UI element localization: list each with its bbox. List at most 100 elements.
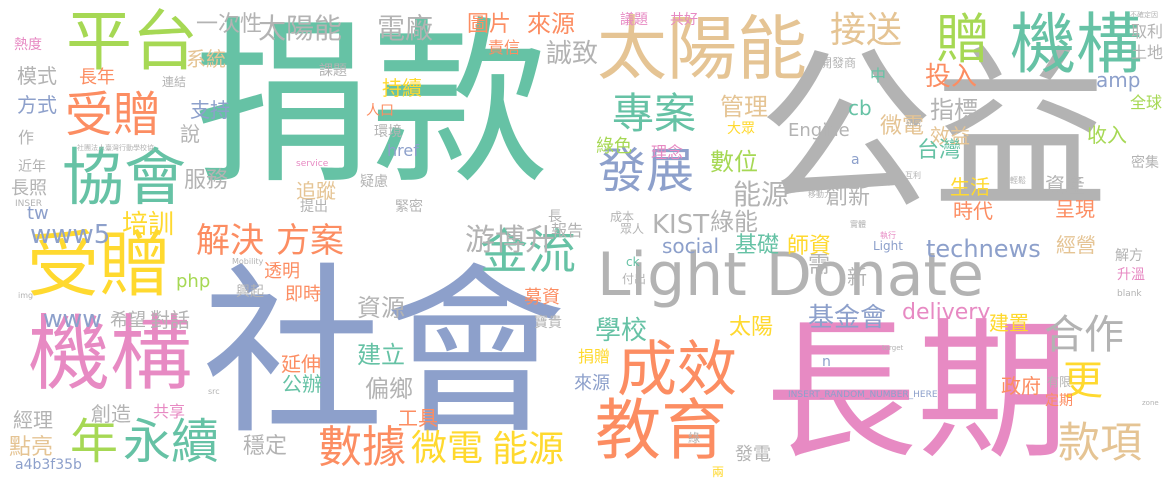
word-img: img xyxy=(18,291,34,300)
word-fangan: 方案 xyxy=(276,221,344,261)
word-quanqiu: 全球 xyxy=(1130,93,1163,112)
word-xiaoyi: 效益 xyxy=(930,124,970,148)
word-jiesong: 接送 xyxy=(830,10,903,51)
word-yidongli: 移動力 xyxy=(808,190,832,199)
word-shouru: 收入 xyxy=(1087,123,1127,147)
word-jigou-top: 機構 xyxy=(1010,6,1142,83)
word-dingqi: 定期 xyxy=(1045,393,1073,409)
word-chengxian: 呈現 xyxy=(1055,197,1095,221)
word-yongxu: 永續 xyxy=(123,414,220,470)
word-pingtai: 平台 xyxy=(66,3,198,80)
word-tudi: 土地 xyxy=(1131,43,1164,62)
word-href: href xyxy=(387,141,419,160)
word-chengxiao: 成效 xyxy=(617,335,737,405)
word-xiehui: 協會 xyxy=(62,141,187,214)
word-weidian: 微電 xyxy=(411,428,484,469)
word-chuangzao: 創造 xyxy=(91,402,131,426)
word-tichu: 提出 xyxy=(300,199,328,215)
word-ziyuan: 資源 xyxy=(357,294,405,322)
word-yicixing: 一次性 xyxy=(196,12,263,37)
word-social: social xyxy=(662,234,720,258)
word-jichu: 基礎 xyxy=(735,233,780,258)
word-cb: cb xyxy=(848,96,872,120)
word-zeng: 贈 xyxy=(936,8,990,71)
word-changzhao: 長照 xyxy=(11,178,47,199)
word-baogui: 寶貴 xyxy=(534,315,562,331)
word-zhuizong: 追蹤 xyxy=(296,179,336,203)
word-huanjing: 環境 xyxy=(374,124,402,140)
word-nengyuan-gray: 能源 xyxy=(733,178,790,211)
word-gonghao: 共好 xyxy=(670,12,698,28)
word-gongxiang: 共享 xyxy=(153,402,186,421)
word-technews: technews xyxy=(926,235,1041,263)
word-shiti: 實體 xyxy=(850,220,866,229)
word-jianzhi: 建置 xyxy=(989,311,1029,335)
word-ck: ck xyxy=(626,255,640,269)
word-chixu: 持續 xyxy=(382,76,422,100)
word-n: n xyxy=(822,354,831,370)
word-light-donate: Light Donate xyxy=(597,240,984,310)
word-fazhan: 發展 xyxy=(598,143,695,199)
word-tw: tw xyxy=(27,203,49,224)
word-zuo: 作 xyxy=(18,128,35,147)
word-shetuan: 社團法人臺灣行動學校協 xyxy=(77,144,154,152)
word-huli: 互利 xyxy=(905,171,921,180)
word-shehui: 社會 xyxy=(202,247,566,459)
word-duihua: 對話 xyxy=(150,308,190,332)
word-moshi: 模式 xyxy=(17,64,57,88)
word-shizi: 師資 xyxy=(787,234,832,259)
word-liang: 兩 xyxy=(712,465,725,479)
word-shuju: 數據 xyxy=(318,422,406,473)
word-shouzeng-yellow: 受贈 xyxy=(27,223,172,307)
word-insert-random: INSERT_RANDOM_NUMBER_HERE xyxy=(788,390,938,400)
word-www5: www5 xyxy=(30,220,111,250)
word-fangshi: 方式 xyxy=(17,93,57,117)
word-yanshen: 延伸 xyxy=(281,352,321,376)
word-xingqi: 興起 xyxy=(236,284,264,300)
word-xu: 需 xyxy=(808,253,831,278)
word-shuo: 說 xyxy=(180,122,200,146)
word-service: service xyxy=(296,159,329,169)
word-baogao: 報告 xyxy=(551,221,584,240)
word-amp: amp xyxy=(1096,68,1141,92)
word-renkou: 人口 xyxy=(366,103,394,119)
word-xiwang: 希望 xyxy=(110,310,146,331)
word-juankuan: 捐款 xyxy=(193,1,549,208)
word-jiefang: 解方 xyxy=(1115,248,1143,264)
word-www: www xyxy=(43,305,102,333)
word-shouzeng-orange: 受贈 xyxy=(65,87,162,143)
word-kaifashang: 開發商 xyxy=(820,56,857,70)
word-qingsong: 輕鬆 xyxy=(1010,176,1026,185)
word-geng: 更 xyxy=(1063,358,1103,404)
word-jinliu: 金流 xyxy=(480,224,577,280)
word-chengben: 成本 xyxy=(610,210,635,224)
word-zhibiao: 指標 xyxy=(930,96,978,124)
word-jiaoyu: 教育 xyxy=(595,392,727,469)
word-jijinhui: 基金會 xyxy=(808,303,887,333)
word-quli: 取利 xyxy=(1131,22,1164,41)
word-fuwu: 服務 xyxy=(184,168,229,193)
word-jinnian: 近年 xyxy=(18,159,46,175)
word-zhengfu: 政府 xyxy=(1001,374,1041,398)
word-chengzhi: 誠致 xyxy=(546,39,599,69)
word-fuchu: 付出 xyxy=(622,272,647,286)
word-pianxiang: 偏鄉 xyxy=(365,375,413,403)
word-yiti: 議題 xyxy=(620,12,648,28)
word-jinmi: 緊密 xyxy=(395,199,423,215)
word-gongju: 工具 xyxy=(398,406,438,430)
word-delivery: delivery xyxy=(902,300,991,325)
word-a4b3f35b: a4b3f35b xyxy=(15,457,82,473)
word-shenghuo: 生活 xyxy=(950,175,990,199)
word-zhixing: 執行 xyxy=(880,231,896,240)
word-nian: 年 xyxy=(70,414,119,470)
word-nengyuan: 能源 xyxy=(492,429,565,470)
word-tupian: 圖片 xyxy=(467,12,512,37)
word-kist: KIST xyxy=(652,210,710,240)
word-taiwan: 台灣 xyxy=(917,138,962,163)
word-shengwen: 升溫 xyxy=(1117,267,1145,283)
word-php: php xyxy=(176,271,211,292)
word-jianli: 建立 xyxy=(357,341,405,369)
word-jingli: 經理 xyxy=(13,408,53,432)
word-changnian: 長年 xyxy=(79,67,115,88)
